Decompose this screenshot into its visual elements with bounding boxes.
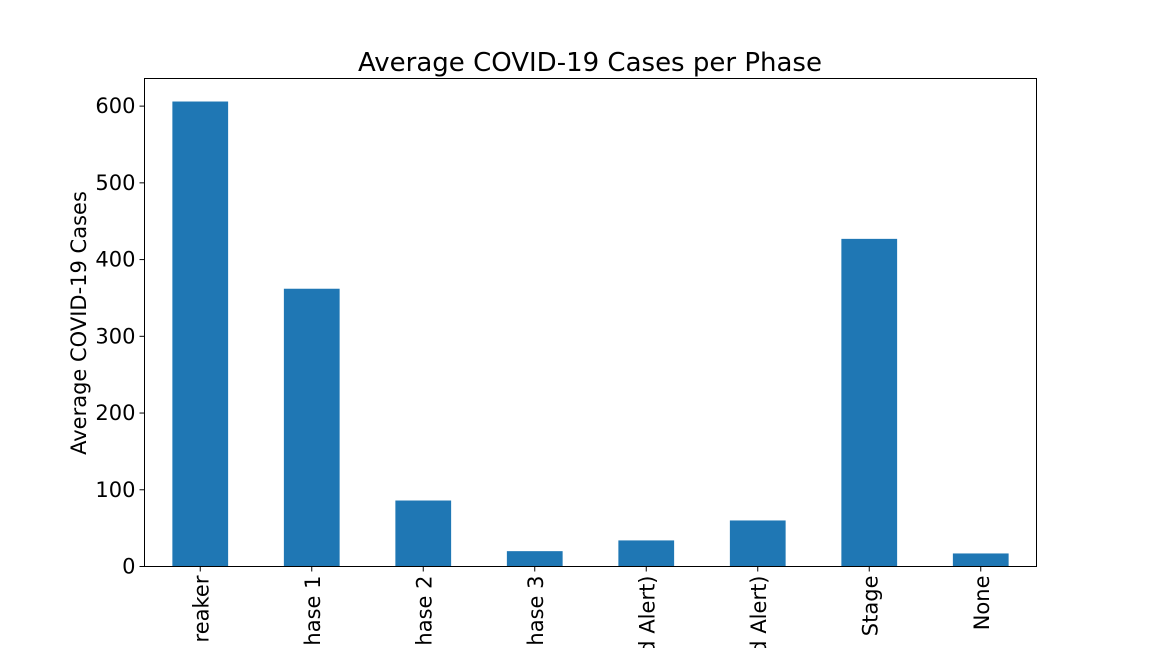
x-tick-label-7: None [970, 576, 994, 631]
x-tick-label-0: reaker [189, 575, 213, 642]
y-tick-label-1: 100 [95, 478, 135, 502]
y-tick-label-0: 0 [122, 555, 135, 579]
y-axis-ticks: 0 100 200 300 400 500 600 [95, 94, 145, 579]
x-axis-ticks: reaker hase 1 hase 2 hase 3 d Alert) d Alert)… [189, 566, 994, 652]
y-tick-label-3: 300 [95, 324, 135, 348]
x-tick-label-1: hase 1 [301, 576, 325, 646]
bar-6 [841, 238, 898, 567]
x-tick-label-2: hase 2 [412, 576, 436, 646]
y-tick-label-5: 500 [95, 171, 135, 195]
chart-title: Average COVID-19 Cases per Phase [358, 48, 822, 78]
x-tick-label-6: Stage [858, 576, 882, 637]
x-tick-label-5: d Alert) [747, 576, 771, 649]
bars-layer [172, 101, 1009, 567]
y-tick-label-6: 600 [95, 94, 135, 118]
plot-frame [144, 78, 1037, 567]
bar-2 [395, 500, 452, 567]
bar-3 [506, 551, 563, 567]
y-tick-label-4: 400 [95, 248, 135, 272]
bar-4 [618, 540, 675, 567]
y-tick-label-2: 200 [95, 401, 135, 425]
bar-5 [729, 520, 786, 567]
bar-0 [172, 101, 229, 567]
y-axis-label: Average COVID-19 Cases [67, 191, 91, 455]
x-tick-label-4: d Alert) [635, 576, 659, 649]
bar-7 [952, 553, 1009, 567]
x-tick-label-3: hase 3 [524, 576, 548, 646]
bar-1 [283, 288, 340, 567]
